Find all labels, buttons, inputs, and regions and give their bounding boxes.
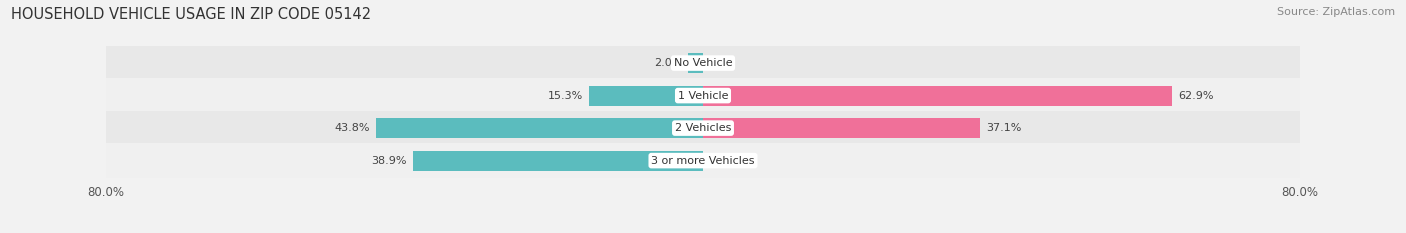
Text: Source: ZipAtlas.com: Source: ZipAtlas.com xyxy=(1277,7,1395,17)
Text: 3 or more Vehicles: 3 or more Vehicles xyxy=(651,156,755,166)
Text: 38.9%: 38.9% xyxy=(371,156,406,166)
Bar xyxy=(105,144,1301,178)
Text: 62.9%: 62.9% xyxy=(1178,91,1213,101)
Text: 15.3%: 15.3% xyxy=(547,91,583,101)
Text: 43.8%: 43.8% xyxy=(335,123,370,133)
Bar xyxy=(703,86,1173,106)
Text: 2.0%: 2.0% xyxy=(654,58,682,68)
Bar xyxy=(375,118,703,138)
Bar xyxy=(105,46,1301,80)
Text: 37.1%: 37.1% xyxy=(986,123,1021,133)
Text: 2 Vehicles: 2 Vehicles xyxy=(675,123,731,133)
Text: HOUSEHOLD VEHICLE USAGE IN ZIP CODE 05142: HOUSEHOLD VEHICLE USAGE IN ZIP CODE 0514… xyxy=(11,7,371,22)
Bar xyxy=(105,111,1301,145)
Bar xyxy=(105,79,1301,113)
Bar xyxy=(703,118,980,138)
Text: No Vehicle: No Vehicle xyxy=(673,58,733,68)
Legend: Owner-occupied, Renter-occupied: Owner-occupied, Renter-occupied xyxy=(588,230,818,233)
Bar xyxy=(412,151,703,171)
Bar xyxy=(589,86,703,106)
Bar xyxy=(688,53,703,73)
Text: 1 Vehicle: 1 Vehicle xyxy=(678,91,728,101)
